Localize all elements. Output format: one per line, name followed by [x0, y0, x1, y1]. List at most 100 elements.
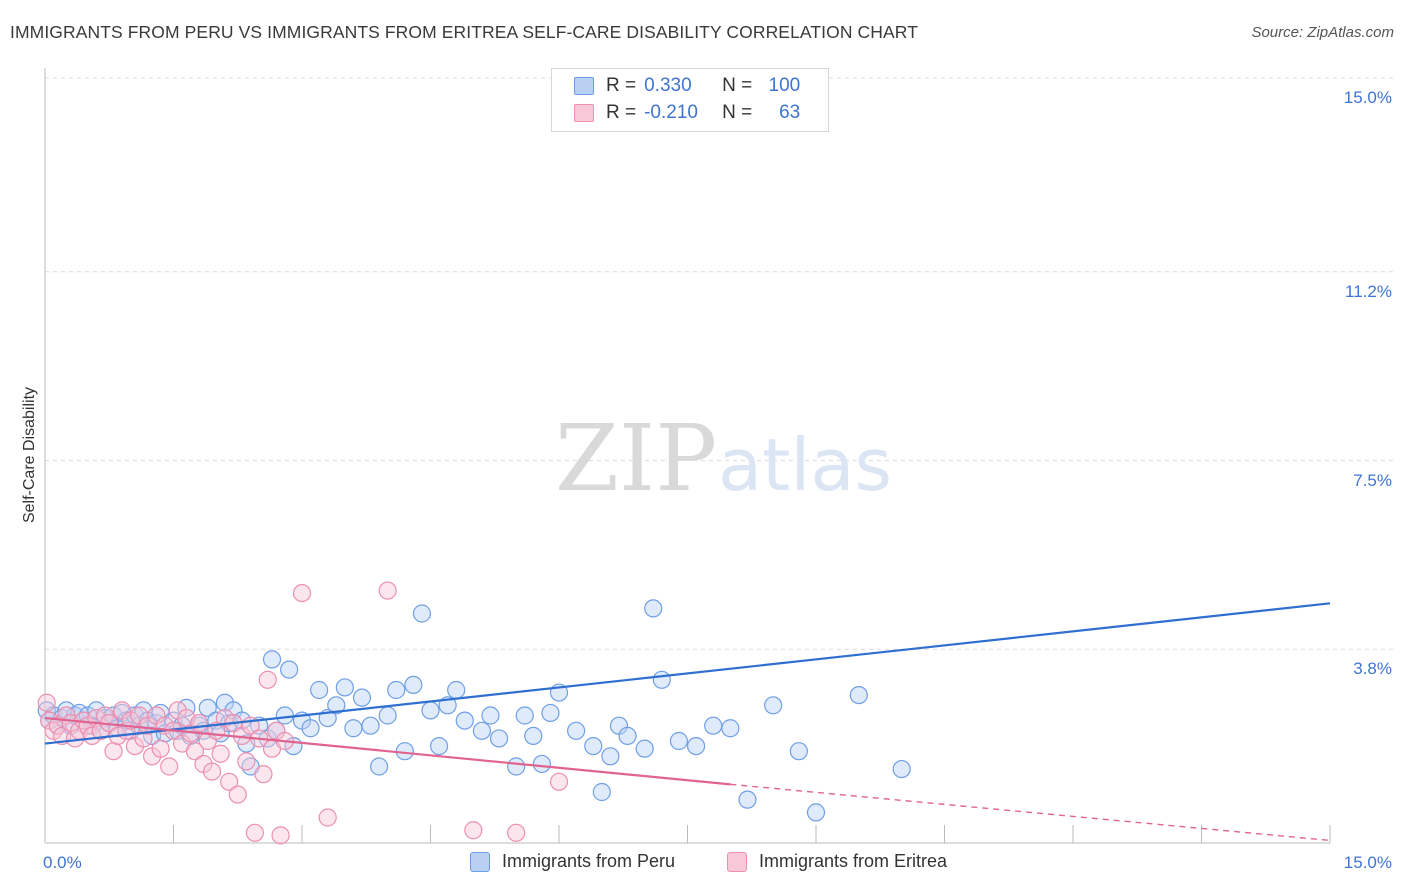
point-eritrea-0 [37, 693, 56, 712]
trend-line-eritrea [44, 716, 731, 786]
x-tick-label-min: 0.0% [43, 853, 82, 872]
legend-swatch-eritrea [727, 851, 747, 872]
point-eritrea-58 [318, 808, 337, 827]
point-eritrea-39 [202, 762, 222, 781]
point-eritrea-47 [237, 752, 256, 771]
watermark: ZIP atlas [555, 405, 892, 512]
r-label: R = [606, 75, 637, 96]
point-eritrea-55 [271, 826, 290, 845]
n-value-peru: 100 [768, 75, 801, 96]
point-peru-84 [601, 747, 620, 766]
point-peru-95 [764, 696, 783, 715]
point-peru-90 [669, 731, 689, 751]
point-peru-72 [472, 721, 491, 740]
watermark-atlas: atlas [718, 423, 892, 507]
point-peru-94 [738, 790, 757, 809]
legend-item-peru: Immigrants from Peru [470, 851, 675, 872]
point-peru-56 [327, 696, 346, 715]
point-peru-65 [404, 675, 423, 695]
legend-label-peru: Immigrants from Peru [502, 851, 676, 871]
point-peru-86 [618, 726, 637, 746]
x-tick-label-max: 15.0% [1343, 853, 1392, 872]
point-eritrea-62 [549, 772, 569, 791]
point-eritrea-61 [507, 823, 526, 842]
point-peru-50 [280, 660, 299, 679]
point-peru-63 [387, 680, 406, 700]
point-peru-83 [592, 782, 611, 802]
point-eritrea-35 [185, 742, 205, 761]
point-peru-62 [378, 706, 397, 725]
legend-row-eritrea: R = -0.210 N = 63 [574, 101, 800, 125]
point-peru-74 [489, 729, 509, 748]
point-peru-53 [301, 719, 320, 738]
point-peru-98 [849, 685, 868, 705]
point-peru-93 [721, 719, 740, 738]
point-peru-68 [429, 736, 449, 756]
point-eritrea-49 [245, 823, 264, 842]
r-label: R = [606, 102, 637, 123]
point-peru-89 [652, 670, 671, 689]
n-label: N = [722, 102, 753, 123]
chart-source: Source: ZipAtlas.com [1251, 24, 1394, 41]
chart-title: IMMIGRANTS FROM PERU VS IMMIGRANTS FROM … [10, 22, 919, 42]
point-peru-61 [370, 757, 389, 776]
point-peru-70 [447, 680, 466, 700]
point-peru-88 [644, 599, 663, 618]
point-peru-57 [335, 678, 354, 697]
point-peru-92 [704, 716, 723, 735]
point-eritrea-60 [464, 821, 483, 840]
point-peru-67 [421, 701, 440, 720]
point-peru-99 [892, 759, 911, 779]
n-value-eritrea: 63 [779, 102, 801, 123]
point-peru-91 [686, 736, 706, 756]
point-peru-96 [789, 742, 808, 761]
point-eritrea-16 [104, 742, 123, 761]
point-eritrea-59 [378, 581, 397, 600]
n-label: N = [722, 75, 753, 96]
r-value-eritrea: -0.210 [644, 102, 698, 123]
point-peru-71 [455, 711, 474, 730]
point-eritrea-57 [292, 583, 312, 603]
r-value-peru: 0.330 [644, 75, 692, 96]
point-eritrea-29 [160, 757, 179, 776]
correlation-legend: R = 0.330 N = 100 R = -0.210 N = 63 [551, 68, 829, 132]
point-peru-87 [635, 739, 654, 758]
trend-lines [44, 602, 1331, 842]
point-eritrea-51 [254, 765, 273, 784]
legend-swatch-peru [470, 851, 490, 872]
point-peru-97 [806, 803, 826, 822]
legend-swatch-eritrea [574, 104, 594, 122]
point-peru-78 [532, 754, 551, 774]
point-peru-54 [310, 680, 329, 700]
point-peru-77 [524, 726, 543, 746]
point-peru-58 [344, 719, 363, 738]
point-eritrea-42 [215, 708, 234, 728]
y-tick-label-0: 3.8% [1353, 659, 1392, 679]
legend-swatch-peru [574, 77, 594, 95]
point-eritrea-11 [83, 726, 102, 746]
point-eritrea-52 [258, 670, 277, 689]
point-peru-73 [481, 706, 500, 725]
axes [44, 68, 1331, 844]
watermark-zip: ZIP [555, 405, 717, 512]
point-eritrea-36 [190, 714, 209, 733]
legend-label-eritrea: Immigrants from Eritrea [759, 851, 948, 871]
point-eritrea-43 [220, 772, 239, 791]
point-peru-81 [567, 721, 586, 740]
y-tick-label-1: 7.5% [1353, 470, 1392, 490]
point-peru-79 [541, 703, 560, 723]
trend-line-dashed-eritrea [730, 783, 1331, 842]
trend-line-peru [44, 602, 1331, 745]
point-peru-60 [361, 716, 380, 735]
point-eritrea-45 [228, 785, 247, 804]
data-points [37, 581, 911, 845]
y-tick-label-2: 11.2% [1345, 281, 1392, 301]
legend-row-peru: R = 0.330 N = 100 [574, 74, 800, 98]
grid-lines [45, 77, 1395, 650]
point-eritrea-41 [211, 744, 230, 763]
point-peru-59 [352, 688, 372, 707]
point-peru-76 [515, 706, 534, 725]
point-peru-66 [412, 604, 432, 623]
point-eritrea-1 [40, 711, 59, 730]
